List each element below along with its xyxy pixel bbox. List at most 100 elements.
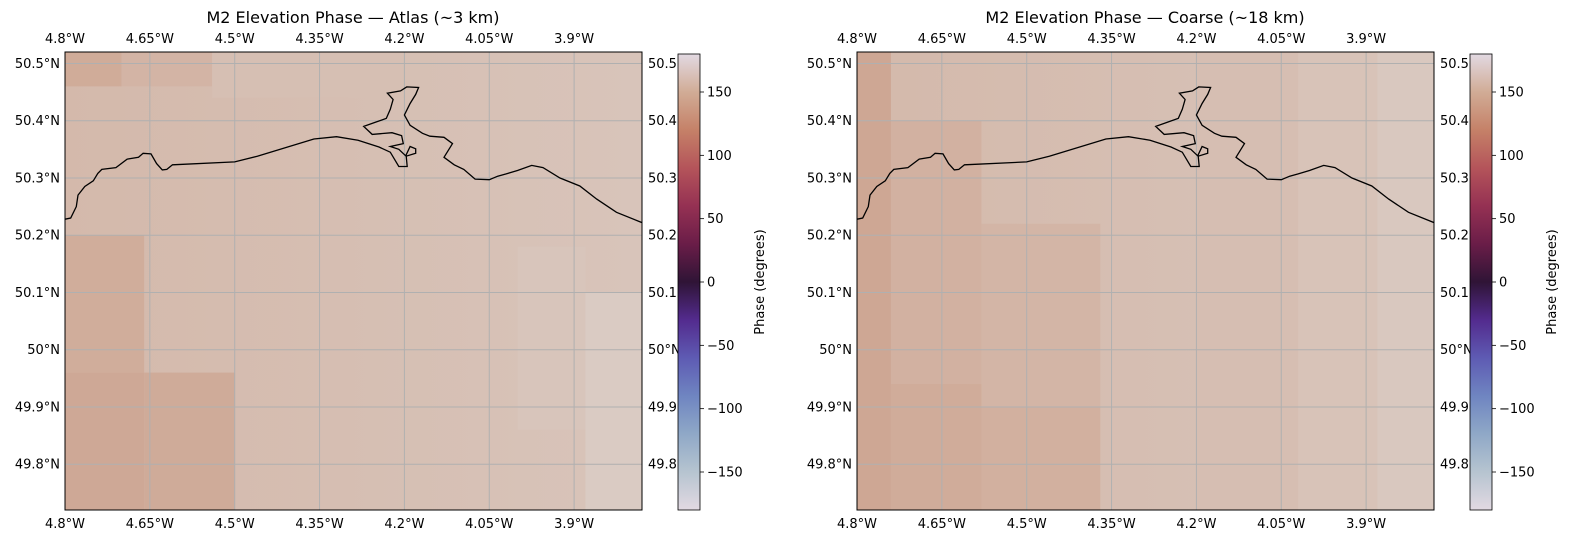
lat-tick-label-left: 50°N [819,343,852,358]
lat-tick-label-left: 50.2°N [807,229,852,244]
colorbar-ticks: 150 100 50 0 −50 −100 −150 [1492,86,1535,481]
colorbar: 150 100 50 0 −50 −100 −150 Phase (degrees) [677,53,768,511]
axis-tick-labels: 4.8°W 4.8°W 4.65°W 4.65°W 4.5°W 4.5°W 4.35°W 4.… [807,32,1473,532]
colorbar-tick-label: −100 [707,402,743,417]
lat-tick-label-right: 50.2 [1440,229,1469,244]
phase-cell [981,406,1101,510]
colorbar-label: Phase (degrees) [753,229,768,334]
colorbar-tick-label: −50 [707,339,734,354]
lon-tick-label-top: 4.05°W [1257,32,1305,47]
lat-tick-label-right: 49.8 [648,458,677,473]
lat-tick-label-left: 50.5°N [15,57,60,72]
phase-cell [144,372,235,510]
colorbar-tick-label: −100 [1499,402,1535,417]
colorbar-tick-label: 150 [1499,86,1524,101]
lat-tick-label-right: 50.3 [1440,171,1469,186]
phase-cell [890,384,982,510]
lat-tick-label-left: 50.4°N [15,114,60,129]
lon-tick-label-bottom: 4.35°W [295,517,343,532]
lat-tick-label-right: 50.1 [648,286,677,301]
colorbar-tick-label: 100 [707,149,732,164]
lat-tick-label-left: 50°N [27,343,60,358]
lat-tick-label-left: 50.2°N [15,229,60,244]
lat-tick-label-left: 50.4°N [807,114,852,129]
lat-tick-label-left: 49.9°N [15,400,60,415]
colorbar-tick-label: 150 [707,86,732,101]
lat-tick-label-right: 50°N [648,343,681,358]
lon-tick-label-top: 4.65°W [126,32,174,47]
map-frame [64,51,643,511]
lon-tick-label-bottom: 4.05°W [1257,517,1305,532]
lon-tick-label-bottom: 4.5°W [215,517,255,532]
lat-tick-label-right: 50.4 [1440,114,1469,129]
lon-tick-label-top: 4.8°W [837,32,877,47]
lat-tick-label-right: 50.2 [648,229,677,244]
colorbar-tick-label: 0 [707,276,715,291]
lon-tick-label-top: 4.35°W [1087,32,1135,47]
phase-cell [65,52,122,87]
colorbar-tick-label: −150 [707,466,743,481]
lon-tick-label-top: 4.35°W [295,32,343,47]
lat-tick-label-left: 50.3°N [807,171,852,186]
colorbar-tick-label: −150 [1499,466,1535,481]
colorbar-gradient [1469,53,1493,511]
colorbar-label: Phase (degrees) [1545,229,1560,334]
lon-tick-label-bottom: 3.9°W [554,517,594,532]
lat-tick-label-right: 50.3 [648,171,677,186]
map-frame [856,51,1435,511]
colorbar-tick-label: 0 [1499,276,1507,291]
lat-tick-label-right: 50.4 [648,114,677,129]
colorbar-tick-label: −50 [1499,339,1526,354]
axis-tick-labels: 4.8°W 4.8°W 4.65°W 4.65°W 4.5°W 4.5°W 4.35°W 4.… [15,32,681,532]
colorbar-tick-label: 50 [1499,212,1516,227]
lat-tick-label-right: 49.9 [648,400,677,415]
lon-tick-label-top: 4.65°W [918,32,966,47]
lon-tick-label-bottom: 4.2°W [384,517,424,532]
lon-tick-label-bottom: 4.5°W [1007,517,1047,532]
lat-tick-label-left: 49.8°N [15,458,60,473]
phase-cell [585,292,642,510]
phase-cell [890,120,982,385]
lon-tick-label-bottom: 4.2°W [1176,517,1216,532]
lon-tick-label-top: 3.9°W [554,32,594,47]
lat-tick-label-right: 49.9 [1440,400,1469,415]
lon-tick-label-bottom: 4.8°W [837,517,877,532]
lat-tick-label-right: 50.5 [648,57,677,72]
colorbar-tick-label: 100 [1499,149,1524,164]
lon-tick-label-bottom: 4.05°W [465,517,513,532]
coastline [65,86,642,224]
phase-cell [1377,52,1434,510]
lon-tick-label-top: 3.9°W [1346,32,1386,47]
lon-tick-label-top: 4.2°W [384,32,424,47]
lon-tick-label-top: 4.5°W [215,32,255,47]
lon-tick-label-bottom: 4.65°W [918,517,966,532]
lat-tick-label-left: 49.9°N [807,400,852,415]
map-field [857,52,1434,510]
lon-tick-label-top: 4.5°W [1007,32,1047,47]
map-field [65,52,642,510]
lat-tick-label-left: 50.1°N [807,286,852,301]
lon-tick-label-top: 4.8°W [45,32,85,47]
colorbar-ticks: 150 100 50 0 −50 −100 −150 [700,86,743,481]
lat-tick-label-left: 50.3°N [15,171,60,186]
lat-tick-label-right: 50°N [1440,343,1473,358]
gridlines [64,52,642,510]
phase-cell [121,52,213,87]
colorbar-tick-label: 50 [707,212,724,227]
lat-tick-label-right: 49.8 [1440,458,1469,473]
panel-title: M2 Elevation Phase — Coarse (~18 km) [985,8,1304,27]
colorbar-gradient [677,53,701,511]
phase-cell [857,52,891,510]
phase-cell [212,52,405,98]
lon-tick-label-bottom: 4.8°W [45,517,85,532]
lat-tick-label-right: 50.1 [1440,286,1469,301]
lat-tick-label-right: 50.5 [1440,57,1469,72]
colorbar: 150 100 50 0 −50 −100 −150 Phase (degrees) [1469,53,1560,511]
map-panel-atlas: M2 Elevation Phase — Atlas (~3 km) 4.8°W… [15,8,768,532]
lat-tick-label-left: 50.5°N [807,57,852,72]
phase-cell [981,223,1101,407]
lon-tick-label-bottom: 4.35°W [1087,517,1135,532]
lon-tick-label-bottom: 3.9°W [1346,517,1386,532]
phase-cell [65,372,145,510]
